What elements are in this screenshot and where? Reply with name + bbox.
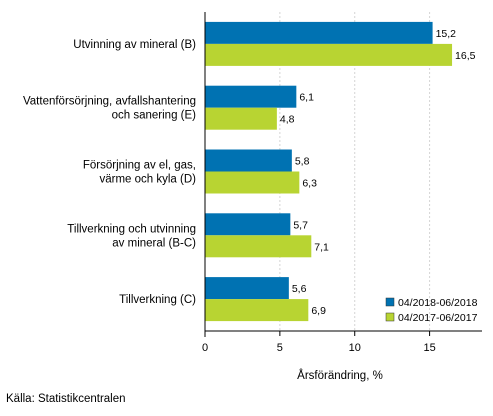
category-label: Tillverkning (C): [119, 294, 196, 306]
x-axis-title: Årsförändring, %: [297, 369, 383, 382]
legend-label: 04/2018-06/2018: [398, 297, 478, 309]
category-label: Tillverkning och utvinning: [67, 223, 196, 235]
data-label: 5,7: [293, 219, 308, 231]
legend-swatch: [385, 297, 395, 307]
x-tick-label: 0: [202, 342, 208, 354]
category-label: och sanering (E): [112, 110, 197, 122]
data-label: 6,3: [302, 178, 317, 190]
category-label: värme och kyla (D): [100, 174, 197, 186]
legend-label: 04/2017-06/2017: [398, 312, 478, 324]
category-label: Vattenförsörjning, avfallshantering: [23, 96, 196, 108]
data-label: 6,1: [299, 92, 314, 104]
category-label: av mineral (B-C): [112, 237, 196, 249]
bar: [205, 277, 289, 300]
data-label: 5,8: [295, 156, 310, 168]
data-label: 7,1: [314, 241, 329, 253]
source-note: Källa: Statistikcentralen: [6, 393, 126, 405]
data-label: 5,6: [292, 283, 307, 295]
bar-group: [205, 21, 453, 322]
category-labels: Utvinning av mineral (B) Vattenförsörjnin…: [23, 39, 196, 306]
bar: [205, 43, 453, 66]
bar: [205, 107, 277, 130]
legend: 04/2018-06/2018 04/2017-06/2017: [385, 297, 478, 324]
data-label: 16,5: [455, 50, 476, 62]
x-axis: 0 5 10 15: [202, 12, 482, 354]
bar: [205, 299, 309, 322]
bar: [205, 21, 433, 44]
legend-swatch: [385, 312, 395, 322]
data-label: 15,2: [436, 28, 457, 40]
data-label: 4,8: [280, 114, 295, 126]
bar: [205, 235, 312, 258]
category-label: Försörjning av el, gas,: [83, 160, 196, 172]
data-label: 6,9: [311, 305, 326, 317]
bar: [205, 213, 291, 236]
x-tick-label: 5: [277, 342, 283, 354]
value-labels: 15,2 16,5 6,1 4,8 5,8 6,3 5,7 7,1 5,6 6,9: [280, 28, 476, 317]
bar: [205, 149, 292, 172]
category-label: Utvinning av mineral (B): [73, 39, 196, 51]
bar: [205, 85, 297, 108]
x-tick-label: 15: [423, 342, 435, 354]
x-tick-label: 10: [349, 342, 361, 354]
bar: [205, 171, 300, 194]
